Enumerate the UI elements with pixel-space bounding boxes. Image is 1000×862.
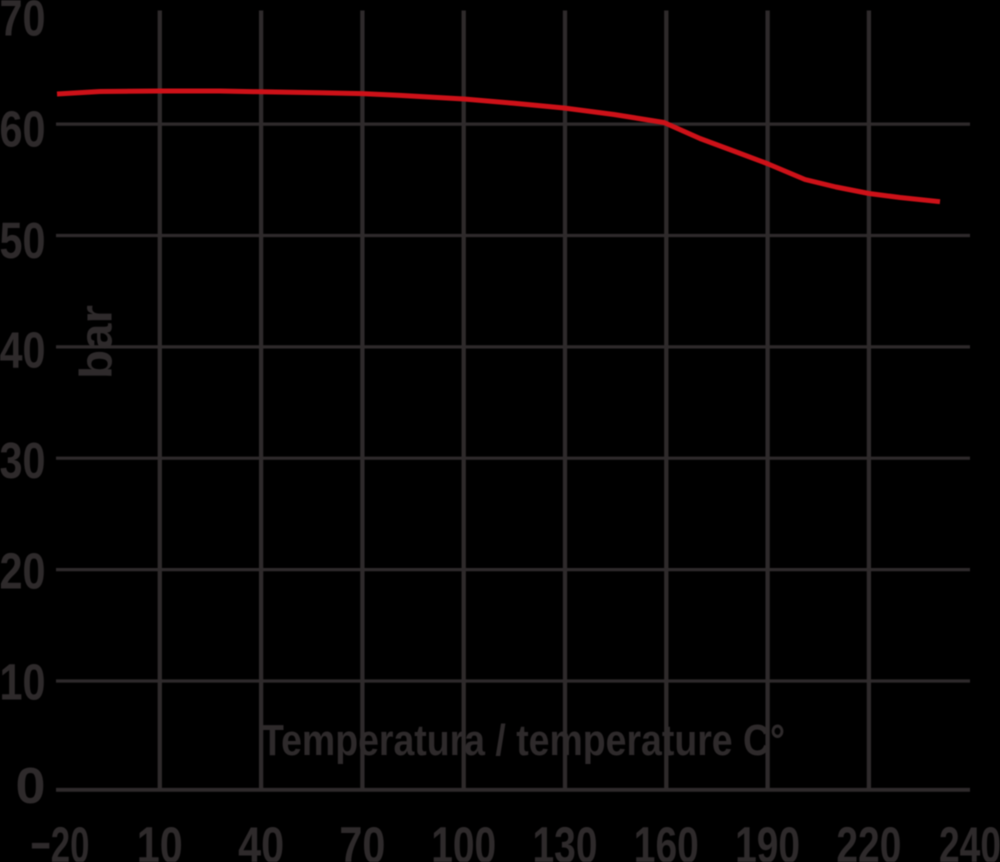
svg-text:70: 70	[0, 0, 46, 46]
svg-text:10: 10	[137, 817, 183, 862]
svg-text:30: 30	[0, 432, 46, 489]
svg-text:40: 40	[238, 817, 284, 862]
svg-text:190: 190	[735, 817, 800, 862]
svg-text:100: 100	[431, 817, 496, 862]
svg-text:50: 50	[0, 212, 46, 269]
svg-text:70: 70	[339, 817, 385, 862]
svg-text:10: 10	[0, 654, 46, 711]
svg-text:240: 240	[939, 817, 1000, 862]
svg-text:0: 0	[16, 757, 46, 814]
svg-text:40: 40	[0, 322, 46, 379]
svg-text:20: 20	[0, 543, 46, 600]
svg-text:160: 160	[634, 817, 699, 862]
svg-text:60: 60	[0, 101, 46, 158]
svg-text:130: 130	[533, 817, 598, 862]
svg-text:bar: bar	[71, 305, 122, 379]
svg-text:−20: −20	[31, 817, 90, 862]
svg-text:Temperatura / temperature C°: Temperatura / temperature C°	[261, 716, 785, 765]
svg-text:220: 220	[836, 817, 901, 862]
